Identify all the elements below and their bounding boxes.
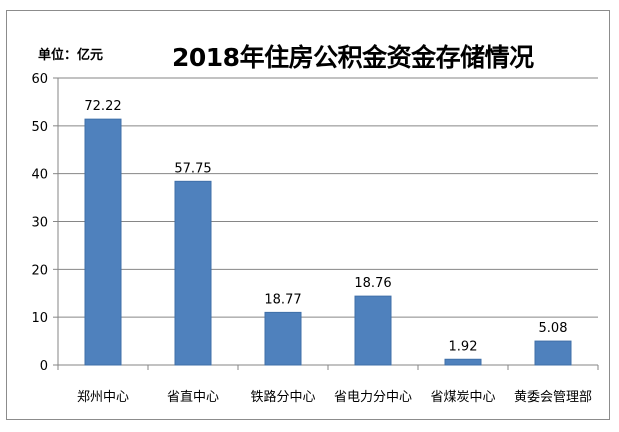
y-tick-label: 0	[40, 359, 48, 374]
y-tick-label: 40	[31, 168, 48, 183]
gridlines	[53, 77, 599, 370]
x-tick-label: 黄委会管理部	[514, 390, 592, 405]
data-labels: 72.22 57.75 18.77 18.76 1.92 5.08	[84, 99, 567, 354]
x-axis-ticks: 郑州中心 省直中心 铁路分中心 省电力分中心 省煤炭中心 黄委会管理部	[77, 389, 592, 405]
x-tick-label: 铁路分中心	[250, 389, 315, 405]
data-label: 18.77	[264, 292, 301, 307]
x-tick-label: 郑州中心	[77, 390, 129, 405]
data-label: 57.75	[174, 161, 211, 176]
x-tick-label: 省直中心	[167, 390, 219, 405]
y-axis-ticks: 0 10 20 30 40 50 60	[31, 72, 48, 374]
data-label: 72.22	[84, 99, 121, 114]
x-tick-label: 省煤炭中心	[430, 390, 495, 405]
bar	[354, 295, 392, 366]
y-tick-label: 20	[31, 263, 48, 278]
bar	[174, 180, 212, 366]
y-tick-label: 50	[31, 120, 48, 135]
unit-label: 单位：亿元	[38, 48, 104, 63]
bar	[444, 358, 482, 366]
bar	[264, 311, 302, 366]
chart-title: 2018年住房公积金资金存储情况	[172, 43, 534, 72]
bar	[534, 340, 572, 366]
bar	[84, 118, 122, 366]
y-tick-label: 30	[31, 216, 48, 231]
y-tick-label: 10	[31, 311, 48, 326]
bars	[84, 118, 572, 366]
data-label: 5.08	[539, 321, 568, 336]
y-tick-label: 60	[31, 72, 48, 87]
data-label: 18.76	[354, 276, 391, 291]
data-label: 1.92	[449, 339, 478, 354]
x-tick-label: 省电力分中心	[334, 390, 412, 405]
